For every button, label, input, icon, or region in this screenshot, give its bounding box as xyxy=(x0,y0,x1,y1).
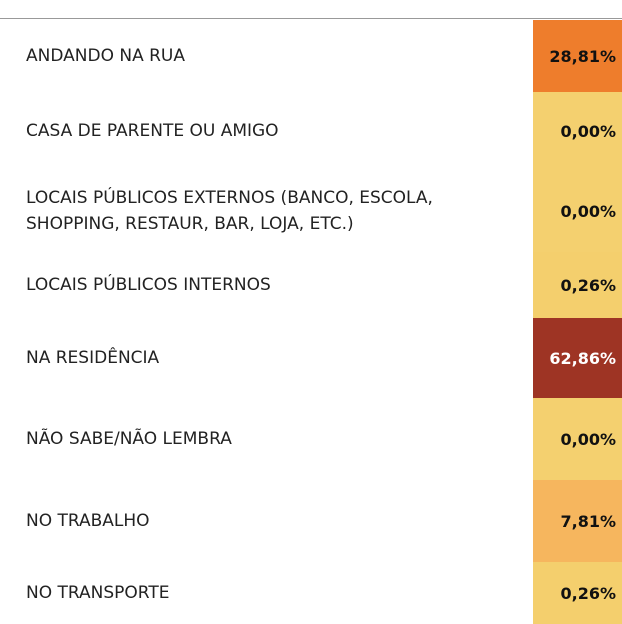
row-label: NO TRANSPORTE xyxy=(26,583,170,603)
table-row: NA RESIDÊNCIA 62,86% xyxy=(0,318,622,398)
row-value: 0,26% xyxy=(533,562,622,624)
table-row: NO TRABALHO 7,81% xyxy=(0,480,622,562)
row-value: 0,00% xyxy=(533,170,622,252)
row-value: 28,81% xyxy=(533,20,622,92)
row-label: NA RESIDÊNCIA xyxy=(26,348,160,368)
row-label: ANDANDO NA RUA xyxy=(26,46,185,66)
row-value: 0,00% xyxy=(533,92,622,170)
row-label: NO TRABALHO xyxy=(26,511,150,531)
table-row: ANDANDO NA RUA 28,81% xyxy=(0,20,622,92)
row-label: CASA DE PARENTE OU AMIGO xyxy=(26,121,279,141)
table-row: NO TRANSPORTE 0,26% xyxy=(0,562,622,624)
row-value: 0,00% xyxy=(533,398,622,480)
row-label: LOCAIS PÚBLICOS INTERNOS xyxy=(26,275,271,295)
row-label: NÃO SABE/NÃO LEMBRA xyxy=(26,429,232,449)
table-row: LOCAIS PÚBLICOS INTERNOS 0,26% xyxy=(0,252,622,318)
table-row: LOCAIS PÚBLICOS EXTERNOS (BANCO, ESCOLA,… xyxy=(0,170,622,252)
row-value: 62,86% xyxy=(533,318,622,398)
top-border xyxy=(0,18,622,19)
table-row: NÃO SABE/NÃO LEMBRA 0,00% xyxy=(0,398,622,480)
row-value: 7,81% xyxy=(533,480,622,562)
table-row: CASA DE PARENTE OU AMIGO 0,00% xyxy=(0,92,622,170)
row-label: LOCAIS PÚBLICOS EXTERNOS (BANCO, ESCOLA,… xyxy=(26,188,433,234)
row-value: 0,26% xyxy=(533,252,622,318)
